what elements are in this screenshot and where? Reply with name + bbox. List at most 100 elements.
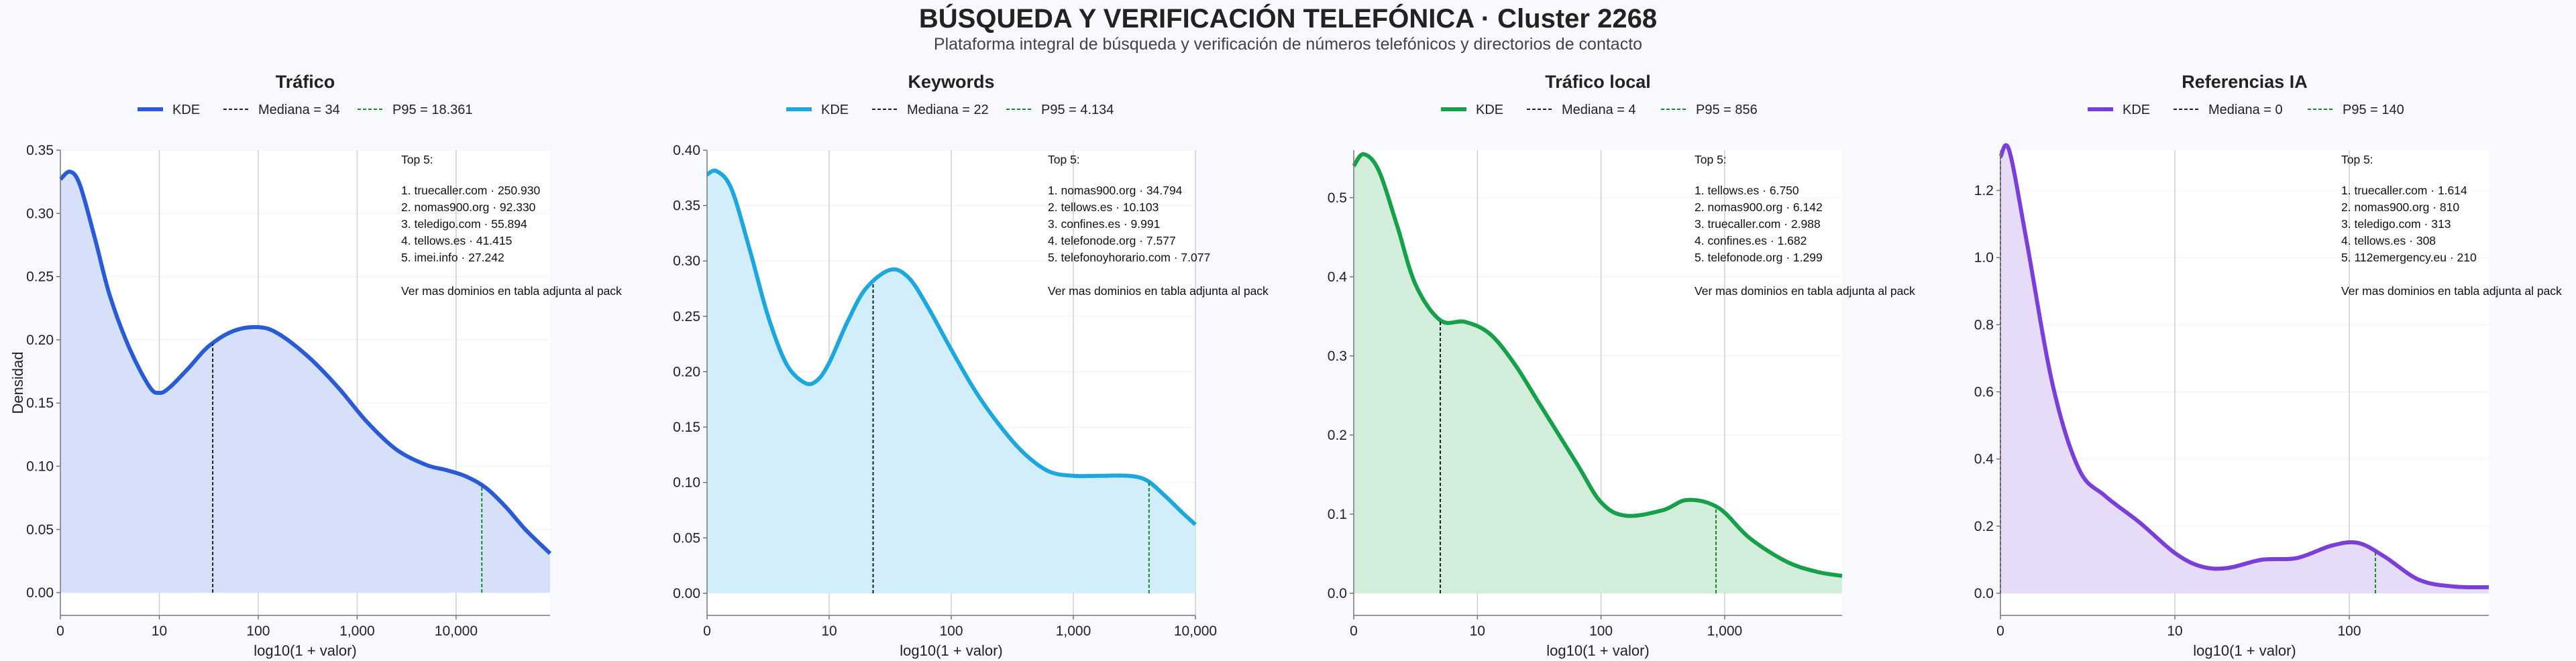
kde-line [58, 170, 552, 555]
annotation-line: 1. truecaller.com · 1.614 [2341, 184, 2467, 197]
y-tick-label: 0.6 [1974, 385, 1994, 400]
chart-title: Referencias IA [2182, 72, 2308, 92]
x-tick-label: 10,000 [1174, 623, 1217, 639]
legend-kde-label: KDE [821, 103, 849, 117]
x-tick-label: 10 [152, 623, 167, 639]
x-axis-label: log10(1 + valor) [1546, 642, 1649, 659]
legend-median-label: Mediana = 0 [2208, 103, 2283, 117]
annotation-line: 3. teledigo.com · 313 [2341, 217, 2451, 231]
x-tick-label: 1,000 [1056, 623, 1091, 639]
annotation-line: 1. tellows.es · 6.750 [1695, 184, 1799, 197]
chart-panel-1: Keywords KDE Mediana = 22 P95 = 4.134 0.00 0.… [673, 72, 1269, 659]
annotation-footer: Ver mas dominios en tabla adjunta al pac… [1695, 284, 1915, 298]
y-tick-label: 0.15 [673, 420, 700, 435]
kde-area [1354, 154, 1842, 594]
kde-area [60, 171, 550, 593]
x-tick-label: 1,000 [339, 623, 375, 639]
annotation-line: 5. imei.info · 27.242 [401, 251, 504, 264]
legend-p95-label: P95 = 140 [2343, 103, 2404, 117]
x-tick-label: 10 [2167, 623, 2182, 639]
annotation-header: Top 5: [401, 153, 433, 166]
y-tick-label: 0.25 [26, 269, 54, 285]
y-tick-label: 0.35 [673, 198, 700, 214]
annotation-line: 4. tellows.es · 308 [2341, 234, 2436, 247]
y-tick-label: 0.0 [1328, 586, 1347, 601]
legend-p95-label: P95 = 4.134 [1041, 103, 1114, 117]
y-tick-label: 0.2 [1974, 519, 1994, 534]
legend-median-label: Mediana = 34 [258, 103, 340, 117]
y-axis-label: Densidad [9, 352, 26, 414]
x-tick-label: 0 [56, 623, 64, 639]
x-tick-label: 100 [1589, 623, 1613, 639]
y-tick-label: 0.20 [26, 333, 54, 348]
y-tick-label: 0.3 [1328, 349, 1347, 364]
legend-p95-label: P95 = 856 [1696, 103, 1758, 117]
annotation-line: 3. truecaller.com · 2.988 [1695, 217, 1821, 231]
annotation-line: 5. telefonoyhorario.com · 7.077 [1048, 251, 1210, 264]
annotation-line: 5. telefonode.org · 1.299 [1695, 251, 1823, 264]
y-tick-label: 0.4 [1974, 452, 1994, 467]
annotation-line: 3. teledigo.com · 55.894 [401, 217, 527, 231]
y-tick-label: 0.00 [673, 586, 700, 601]
y-tick-label: 1.2 [1974, 183, 1994, 198]
kde-area [707, 170, 1195, 594]
annotation-header: Top 5: [1695, 153, 1727, 166]
kde-line [706, 168, 1197, 526]
annotation-header: Top 5: [2341, 153, 2373, 166]
annotation-footer: Ver mas dominios en tabla adjunta al pac… [1048, 284, 1269, 298]
y-tick-label: 0.10 [26, 459, 54, 474]
x-tick-label: 0 [703, 623, 711, 639]
y-tick-label: 0.25 [673, 309, 700, 324]
y-tick-label: 0.20 [673, 364, 700, 379]
y-tick-label: 0.2 [1328, 428, 1347, 443]
annotation-footer: Ver mas dominios en tabla adjunta al pac… [2341, 284, 2562, 298]
annotation-line: 2. nomas900.org · 6.142 [1695, 200, 1823, 214]
annotation-line: 3. confines.es · 9.991 [1048, 217, 1160, 231]
annotation-line: 4. tellows.es · 41.415 [401, 234, 512, 247]
y-tick-label: 0.8 [1974, 317, 1994, 333]
x-tick-label: 100 [246, 623, 270, 639]
y-tick-label: 0.1 [1328, 507, 1347, 522]
legend-kde-label: KDE [2123, 103, 2150, 117]
legend-median-label: Mediana = 4 [1562, 103, 1636, 117]
y-tick-label: 0.05 [26, 522, 54, 538]
x-tick-label: 0 [1350, 623, 1358, 639]
y-tick-label: 0.00 [26, 585, 54, 601]
x-tick-label: 100 [2337, 623, 2361, 639]
chart-panel-2: Tráfico local KDE Mediana = 4 P95 = 856 0.0 0… [1328, 72, 1915, 659]
kde-line [1352, 152, 1843, 578]
annotation-line: 2. tellows.es · 10.103 [1048, 200, 1159, 214]
annotation-line: 2. nomas900.org · 92.330 [401, 200, 536, 214]
y-tick-label: 0.4 [1328, 269, 1348, 285]
x-tick-label: 1,000 [1707, 623, 1743, 639]
annotation-line: 4. telefonode.org · 7.577 [1048, 234, 1176, 247]
y-tick-label: 0.5 [1328, 190, 1347, 206]
annotation-header: Top 5: [1048, 153, 1080, 166]
x-tick-label: 10 [821, 623, 837, 639]
kde-line [1998, 143, 2489, 590]
annotation-footer: Ver mas dominios en tabla adjunta al pac… [401, 284, 622, 298]
legend-median-label: Mediana = 22 [907, 103, 989, 117]
x-axis-label: log10(1 + valor) [254, 642, 356, 659]
legend-kde-label: KDE [1476, 103, 1503, 117]
annotation-line: 5. 112emergency.eu · 210 [2341, 251, 2477, 264]
y-tick-label: 0.15 [26, 396, 54, 411]
kde-area [2000, 145, 2489, 594]
page-subtitle: Plataforma integral de búsqueda y verifi… [933, 35, 1643, 54]
annotation-line: 1. nomas900.org · 34.794 [1048, 184, 1183, 197]
y-tick-label: 0.35 [26, 143, 54, 158]
x-tick-label: 100 [939, 623, 963, 639]
chart-panel-0: Tráfico KDE Mediana = 34 P95 = 18.361 0.00 0.… [26, 72, 622, 659]
chart-panel-3: Referencias IA KDE Mediana = 0 P95 = 140 0.0… [1974, 72, 2562, 659]
x-tick-label: 10 [1470, 623, 1485, 639]
y-tick-label: 0.05 [673, 530, 700, 546]
x-tick-label: 10,000 [435, 623, 478, 639]
chart-title: Tráfico [276, 72, 335, 92]
annotation-line: 4. confines.es · 1.682 [1695, 234, 1807, 247]
legend-p95-label: P95 = 18.361 [392, 103, 473, 117]
chart-title: Keywords [908, 72, 994, 92]
x-axis-label: log10(1 + valor) [900, 642, 1002, 659]
y-tick-label: 0.40 [673, 143, 700, 158]
page-title: BÚSQUEDA Y VERIFICACIÓN TELEFÓNICA · Clu… [918, 4, 1658, 34]
